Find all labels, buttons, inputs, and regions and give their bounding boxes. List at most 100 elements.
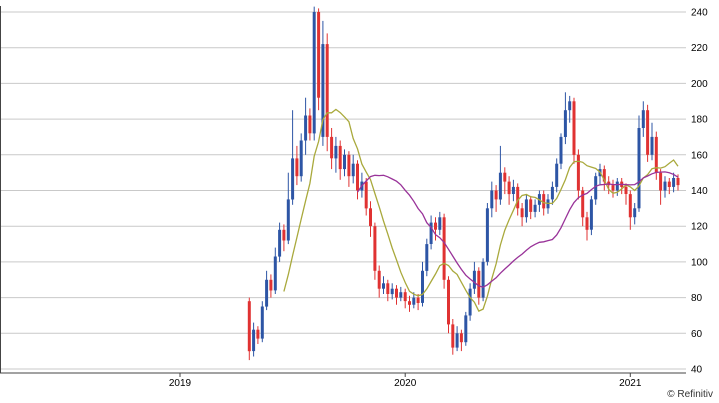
- candle-body[interactable]: [395, 288, 398, 298]
- candle-body[interactable]: [343, 154, 346, 170]
- candle-body[interactable]: [494, 190, 498, 200]
- candle-body[interactable]: [455, 333, 459, 348]
- candle-body[interactable]: [646, 110, 650, 155]
- candle-body[interactable]: [278, 229, 282, 257]
- candle-body[interactable]: [498, 172, 502, 200]
- candle-body[interactable]: [589, 199, 593, 230]
- candle-body[interactable]: [485, 208, 489, 262]
- candle-body[interactable]: [672, 178, 676, 187]
- candle-body[interactable]: [416, 297, 420, 303]
- candle-body[interactable]: [438, 217, 442, 230]
- candle-body[interactable]: [434, 222, 437, 230]
- candle-body[interactable]: [247, 301, 251, 352]
- candle-body[interactable]: [269, 279, 273, 291]
- candle-body[interactable]: [369, 208, 372, 227]
- candle-body[interactable]: [356, 163, 359, 191]
- candle-body[interactable]: [633, 208, 637, 218]
- candle-body[interactable]: [576, 154, 580, 191]
- candle-body[interactable]: [273, 256, 277, 291]
- candle-body[interactable]: [516, 186, 520, 209]
- candle-body[interactable]: [594, 176, 598, 200]
- candle-body[interactable]: [520, 208, 524, 218]
- candle-body[interactable]: [282, 229, 286, 241]
- candle-body[interactable]: [364, 181, 368, 209]
- candle-body[interactable]: [286, 199, 290, 241]
- candle-body[interactable]: [351, 163, 355, 177]
- candle-body[interactable]: [559, 136, 563, 164]
- candle-body[interactable]: [421, 270, 424, 303]
- candle-body[interactable]: [555, 163, 559, 187]
- candle-body[interactable]: [347, 154, 351, 177]
- candle-body[interactable]: [563, 110, 567, 137]
- y-axis-label: 200: [691, 79, 708, 90]
- candle-body[interactable]: [511, 186, 515, 194]
- candle-body[interactable]: [373, 226, 377, 271]
- candle-body[interactable]: [295, 158, 299, 177]
- candle-body[interactable]: [676, 178, 680, 186]
- candle-body[interactable]: [377, 270, 381, 289]
- candle-body[interactable]: [503, 172, 507, 182]
- candle-body[interactable]: [624, 186, 628, 194]
- candle-body[interactable]: [650, 136, 654, 155]
- candle-body[interactable]: [403, 292, 407, 302]
- candle-body[interactable]: [429, 222, 433, 244]
- candle-body[interactable]: [291, 158, 295, 200]
- candle-body[interactable]: [459, 333, 463, 343]
- candle-body[interactable]: [386, 283, 390, 294]
- candle-body[interactable]: [468, 288, 472, 316]
- y-axis-label: 100: [691, 257, 708, 268]
- candle-body[interactable]: [529, 199, 533, 212]
- candle-body[interactable]: [611, 185, 615, 191]
- candle-body[interactable]: [308, 115, 312, 134]
- candle-body[interactable]: [399, 292, 403, 298]
- axis-lines: [0, 6, 686, 374]
- candle-body[interactable]: [663, 181, 667, 191]
- candle-body[interactable]: [408, 301, 411, 305]
- candle-body[interactable]: [568, 101, 572, 111]
- candle-body[interactable]: [447, 279, 450, 325]
- candle-body[interactable]: [464, 315, 468, 343]
- candle-body[interactable]: [260, 306, 264, 339]
- candle-body[interactable]: [507, 181, 511, 195]
- candle-body[interactable]: [637, 128, 641, 209]
- candle-body[interactable]: [585, 217, 589, 230]
- candle-body[interactable]: [390, 288, 394, 295]
- candle-body[interactable]: [330, 136, 334, 159]
- candle-body[interactable]: [325, 44, 329, 137]
- candle-body[interactable]: [581, 190, 585, 218]
- candle-body[interactable]: [265, 279, 269, 307]
- candle-body[interactable]: [312, 12, 316, 134]
- candle-body[interactable]: [533, 204, 537, 212]
- candle-body[interactable]: [654, 136, 658, 173]
- candle-body[interactable]: [472, 270, 476, 289]
- candle-body[interactable]: [524, 199, 528, 218]
- candle-body[interactable]: [615, 181, 619, 191]
- candle-body[interactable]: [256, 329, 260, 339]
- candle-body[interactable]: [317, 12, 321, 98]
- candle-body[interactable]: [628, 194, 632, 218]
- candle-body[interactable]: [451, 324, 455, 348]
- candle-body[interactable]: [490, 190, 494, 209]
- candle-body[interactable]: [382, 283, 385, 289]
- candle-body[interactable]: [550, 186, 554, 200]
- candle-body[interactable]: [481, 261, 485, 298]
- candle-body[interactable]: [641, 110, 645, 128]
- candle-body[interactable]: [477, 270, 481, 298]
- candle-body[interactable]: [252, 329, 256, 352]
- candle-body[interactable]: [425, 244, 429, 271]
- candle-body[interactable]: [572, 101, 576, 155]
- candle-body[interactable]: [602, 169, 606, 182]
- candle-body[interactable]: [299, 140, 303, 177]
- candle-body[interactable]: [412, 297, 416, 305]
- candle-series[interactable]: [247, 6, 680, 361]
- candle-body[interactable]: [334, 145, 338, 159]
- candle-body[interactable]: [542, 194, 546, 209]
- candle-body[interactable]: [667, 181, 671, 187]
- candle-body[interactable]: [659, 172, 663, 191]
- candle-body[interactable]: [442, 217, 446, 280]
- candle-body[interactable]: [321, 44, 325, 137]
- candle-body[interactable]: [304, 115, 308, 141]
- candle-body[interactable]: [338, 145, 342, 170]
